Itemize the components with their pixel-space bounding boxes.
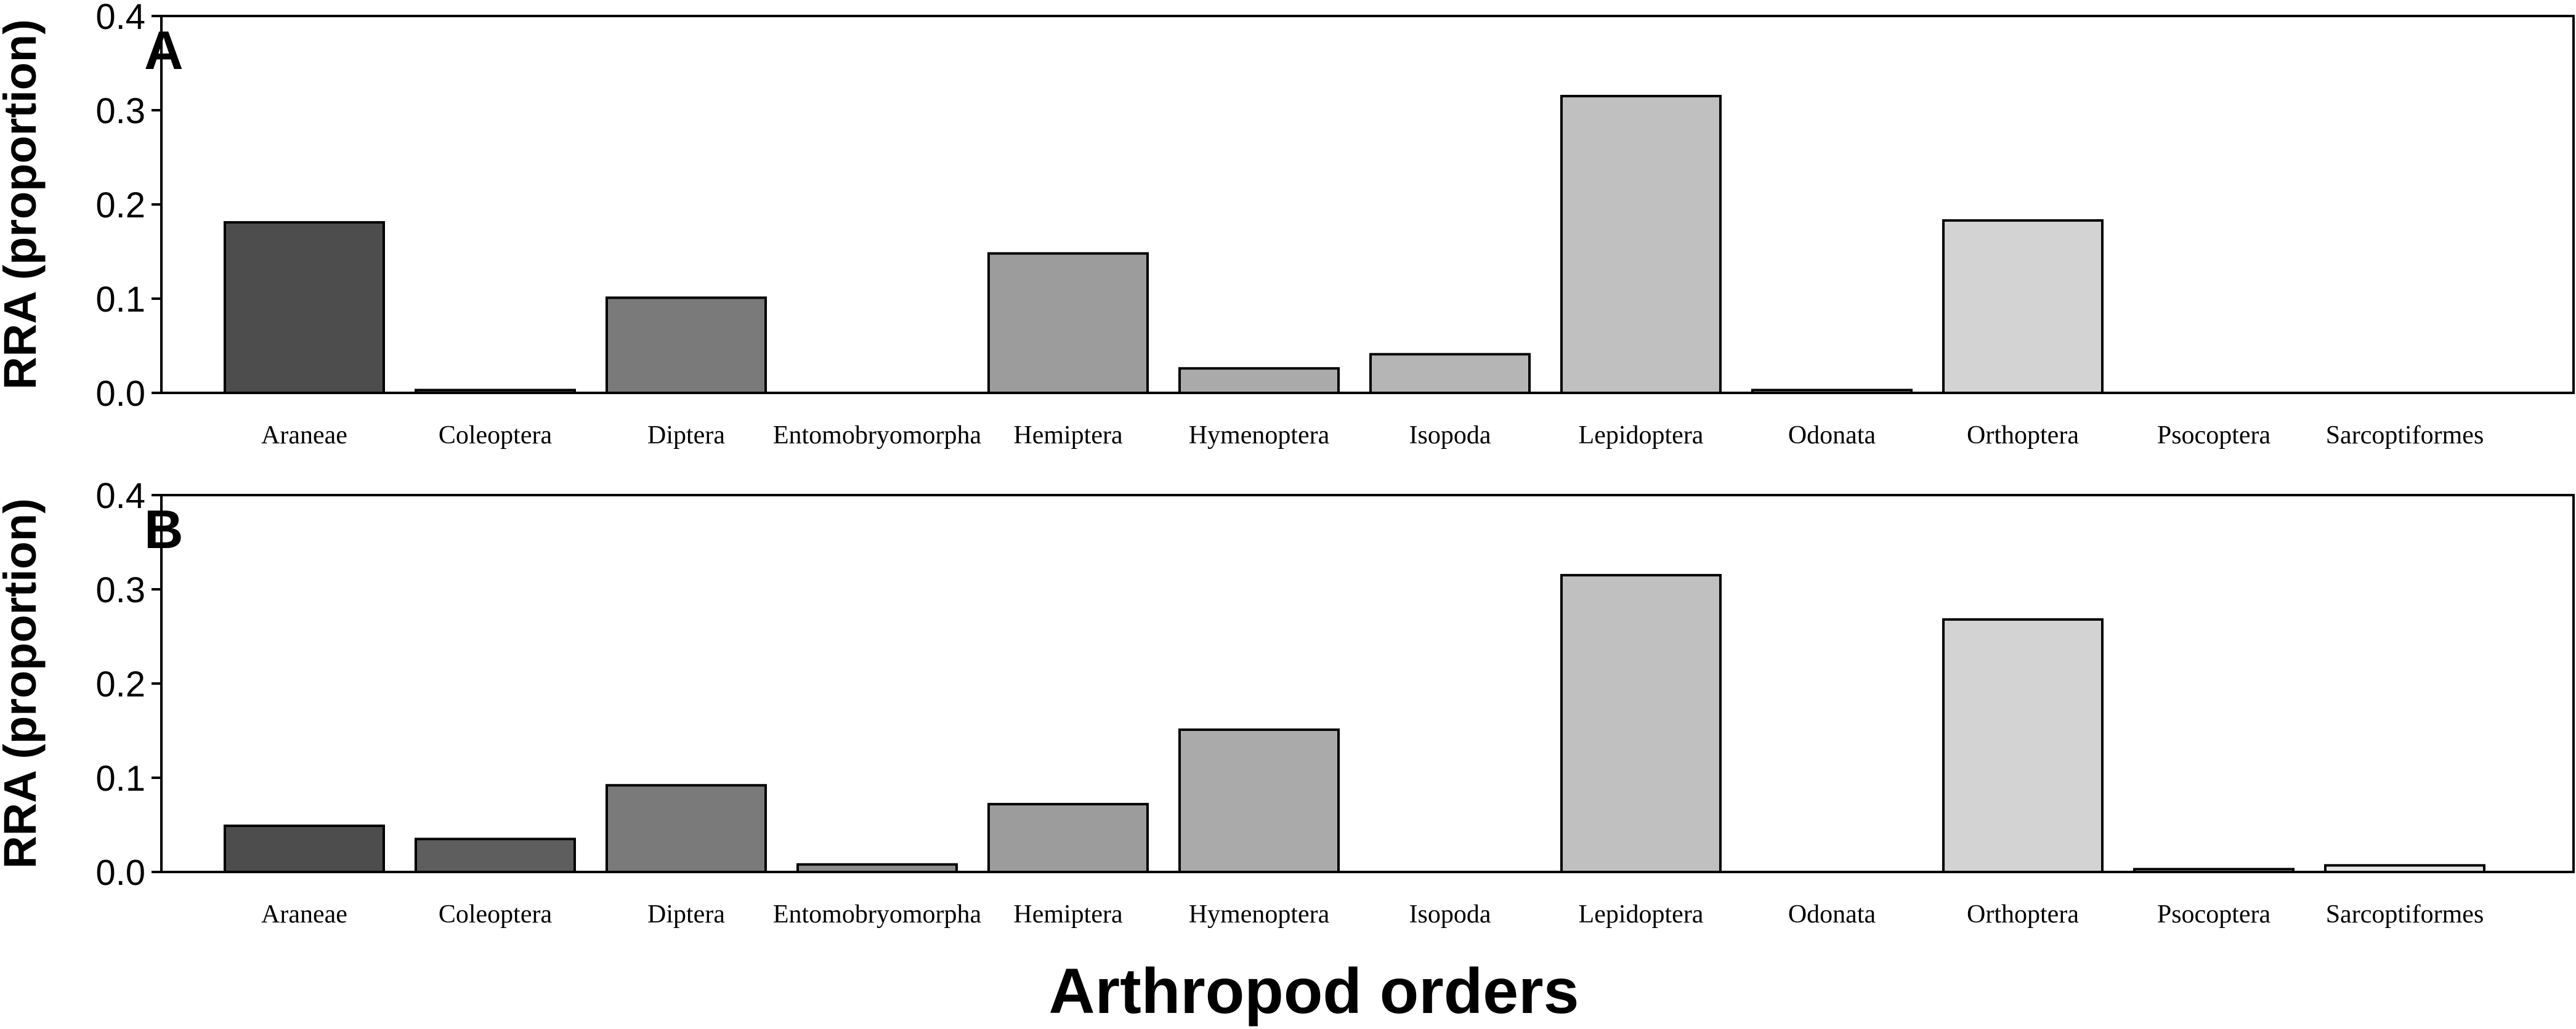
panel-letter: A bbox=[144, 20, 184, 81]
y-tick-label: 0.2 bbox=[95, 664, 145, 704]
x-tick-label: Hemiptera bbox=[1013, 900, 1123, 929]
x-tick-label: Diptera bbox=[647, 421, 725, 450]
x-tick-label: Diptera bbox=[647, 900, 725, 929]
x-tick-label: Hymenoptera bbox=[1189, 421, 1330, 450]
x-tick-label: Coleoptera bbox=[439, 900, 553, 929]
x-tick-label: Hemiptera bbox=[1013, 421, 1123, 450]
bar-a-hemiptera bbox=[987, 252, 1149, 394]
bar-a-orthoptera bbox=[1942, 219, 2104, 394]
bar-b-orthoptera bbox=[1942, 618, 2104, 874]
bar-a-diptera bbox=[606, 296, 767, 394]
bar-a-araneae bbox=[224, 221, 385, 394]
x-tick-label: Sarcoptiformes bbox=[2326, 900, 2484, 929]
plot-frame bbox=[160, 15, 2575, 394]
y-tick-label: 0.1 bbox=[95, 280, 145, 320]
x-tick-label: Entomobryomorpha bbox=[773, 421, 982, 450]
x-tick-label: Lepidoptera bbox=[1579, 900, 1704, 929]
x-tick-label: Odonata bbox=[1788, 900, 1876, 929]
panel-a: 0.0 0.1 0.2 0.3 0.4 Araneae Coleoptera Diptera E… bbox=[0, 0, 2575, 450]
x-tick-label: Coleoptera bbox=[439, 421, 553, 450]
y-tick-label: 0.3 bbox=[95, 570, 145, 610]
bar-b-lepidoptera bbox=[1560, 574, 1722, 873]
y-tick-label: 0.2 bbox=[95, 185, 145, 225]
x-tick-label: Araneae bbox=[261, 900, 347, 929]
bar-b-araneae bbox=[224, 825, 385, 874]
x-tick-label: Isopoda bbox=[1409, 421, 1491, 450]
y-tick-label: 0.4 bbox=[95, 476, 145, 516]
x-tick-label: Orthoptera bbox=[1967, 900, 2079, 929]
x-tick-label: Odonata bbox=[1788, 421, 1876, 450]
x-tick-label: Sarcoptiformes bbox=[2326, 421, 2484, 450]
x-tick-label: Entomobryomorpha bbox=[773, 900, 982, 929]
y-tick-label: 0.1 bbox=[95, 759, 145, 799]
x-axis-title: Arthropod orders bbox=[1049, 956, 1579, 1027]
y-tick-label: 0.0 bbox=[95, 374, 145, 414]
y-tick-label: 0.0 bbox=[95, 853, 145, 893]
plot-frame bbox=[160, 494, 2575, 873]
bar-b-hymenoptera bbox=[1178, 728, 1340, 873]
y-axis-label: RRA (proportion) bbox=[0, 19, 46, 389]
panel-letter: B bbox=[144, 499, 184, 560]
y-tick-label: 0.3 bbox=[95, 91, 145, 131]
x-tick-label: Orthoptera bbox=[1967, 421, 2079, 450]
bar-b-hemiptera bbox=[987, 802, 1149, 873]
bar-a-hymenoptera bbox=[1178, 367, 1340, 394]
bar-a-lepidoptera bbox=[1560, 95, 1722, 395]
x-tick-label: Isopoda bbox=[1409, 900, 1491, 929]
x-tick-label: Psocoptera bbox=[2157, 900, 2271, 929]
x-tick-label: Lepidoptera bbox=[1579, 421, 1704, 450]
bar-b-diptera bbox=[606, 784, 767, 873]
y-axis-label: RRA (proportion) bbox=[0, 498, 46, 868]
x-tick-label: Psocoptera bbox=[2157, 421, 2271, 450]
bar-a-isopoda bbox=[1369, 353, 1531, 395]
bar-b-coleoptera bbox=[415, 837, 576, 873]
y-tick-label: 0.4 bbox=[95, 0, 145, 37]
x-tick-label: Araneae bbox=[261, 421, 347, 450]
panel-b: 0.0 0.1 0.2 0.3 0.4 Araneae Coleoptera Diptera E… bbox=[0, 476, 2575, 929]
x-tick-label: Hymenoptera bbox=[1189, 900, 1330, 929]
